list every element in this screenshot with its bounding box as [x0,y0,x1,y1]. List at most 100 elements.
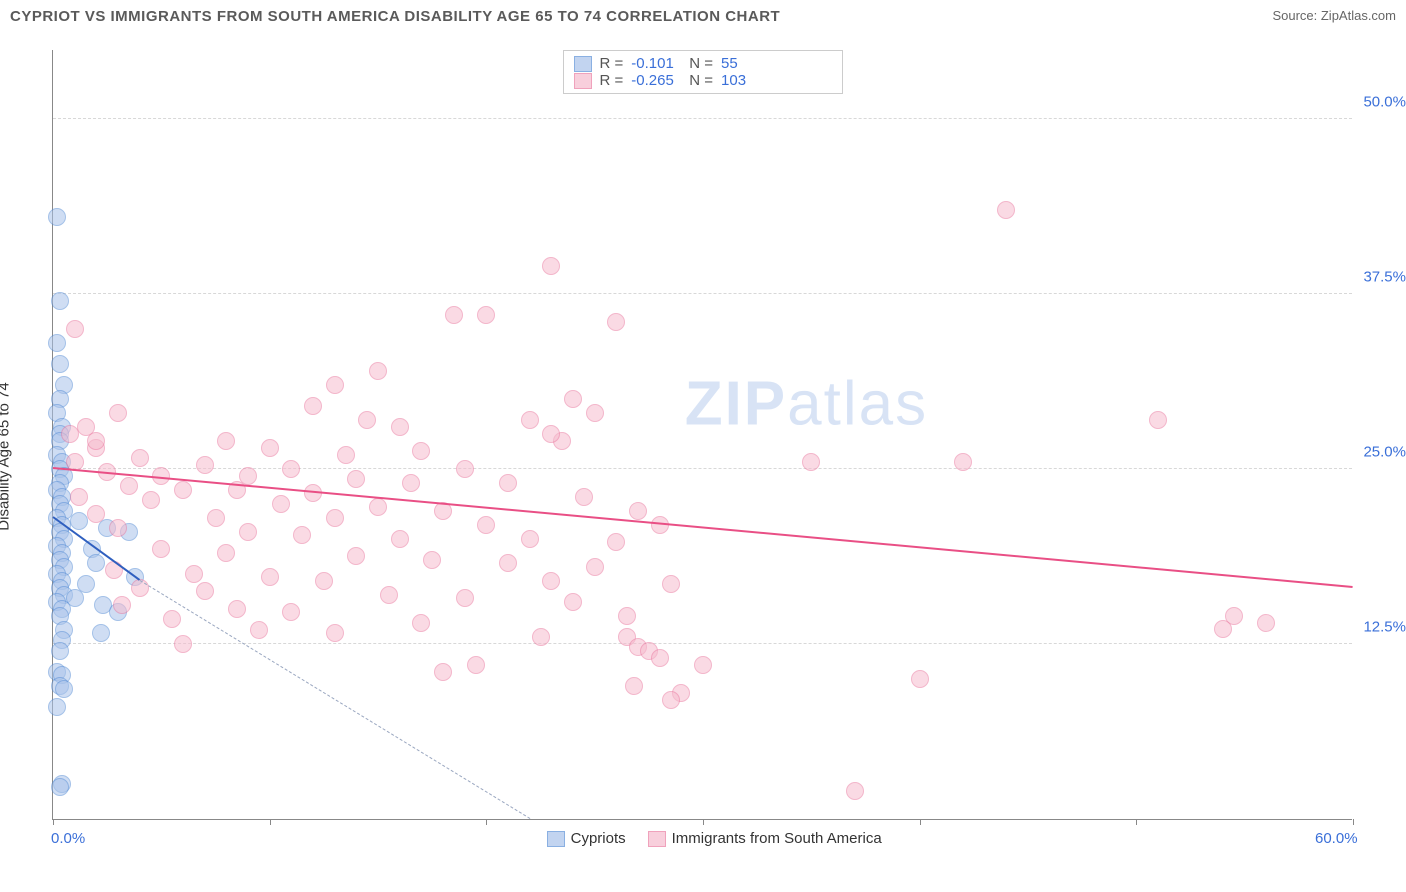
data-point [347,547,365,565]
watermark-bold: ZIP [685,369,787,438]
legend-swatch [574,73,592,89]
data-point [51,642,69,660]
data-point [629,502,647,520]
data-point [477,516,495,534]
stat-n-label: N = [689,55,713,72]
data-point [1149,411,1167,429]
x-tick [270,819,271,825]
data-point [228,600,246,618]
stat-r-value: -0.101 [631,55,681,72]
gridline [53,643,1352,644]
data-point [142,491,160,509]
source-link[interactable]: ZipAtlas.com [1321,8,1396,23]
y-tick-label: 25.0% [1363,444,1406,461]
data-point [51,425,69,443]
data-point [239,467,257,485]
chart-title: CYPRIOT VS IMMIGRANTS FROM SOUTH AMERICA… [10,8,780,25]
data-point [66,589,84,607]
data-point [651,649,669,667]
data-point [607,533,625,551]
data-point [618,607,636,625]
data-point [542,425,560,443]
data-point [53,544,71,562]
data-point [53,418,71,436]
data-point [94,596,112,614]
data-point [98,519,116,537]
stat-r-label: R = [600,72,624,89]
data-point [326,376,344,394]
data-point [499,554,517,572]
data-point [412,442,430,460]
data-point [70,488,88,506]
data-point [564,390,582,408]
data-point [51,551,69,569]
data-point [380,586,398,604]
data-point [51,495,69,513]
data-point [282,460,300,478]
data-point [51,579,69,597]
data-point [1214,620,1232,638]
data-point [92,624,110,642]
data-point [55,586,73,604]
y-tick-label: 50.0% [1363,94,1406,111]
data-point [499,474,517,492]
data-point [55,502,73,520]
data-point [391,418,409,436]
stats-legend: R =-0.101N =55R =-0.265N =103 [563,50,843,94]
data-point [1257,614,1275,632]
data-point [48,537,66,555]
data-point [261,439,279,457]
x-tick [486,819,487,825]
x-tick [1353,819,1354,825]
data-point [456,460,474,478]
x-tick-label: 0.0% [51,830,85,847]
data-point [456,589,474,607]
data-point [48,698,66,716]
chart-container: Disability Age 65 to 74 ZIPatlas R =-0.1… [10,38,1396,858]
data-point [217,544,235,562]
data-point [846,782,864,800]
data-point [120,523,138,541]
y-axis-label: Disability Age 65 to 74 [0,382,13,530]
legend-label: Immigrants from South America [672,830,882,847]
stat-n-label: N = [689,72,713,89]
legend-item: Immigrants from South America [648,830,882,847]
data-point [358,411,376,429]
data-point [174,481,192,499]
data-point [369,498,387,516]
data-point [53,666,71,684]
data-point [87,554,105,572]
data-point [304,397,322,415]
data-point [196,582,214,600]
data-point [51,355,69,373]
data-point [131,579,149,597]
data-point [53,600,71,618]
regression-extrapolation [139,580,530,819]
data-point [131,449,149,467]
data-point [315,572,333,590]
x-tick [703,819,704,825]
data-point [662,575,680,593]
stats-row: R =-0.101N =55 [574,55,832,72]
data-point [48,334,66,352]
data-point [48,404,66,422]
data-point [53,572,71,590]
stat-r-label: R = [600,55,624,72]
stats-row: R =-0.265N =103 [574,72,832,89]
legend-label: Cypriots [571,830,626,847]
data-point [423,551,441,569]
data-point [672,684,690,702]
data-point [326,624,344,642]
data-point [87,505,105,523]
data-point [109,603,127,621]
data-point [564,593,582,611]
series-legend: Cypriots Immigrants from South America [547,830,882,847]
legend-swatch [574,56,592,72]
data-point [369,362,387,380]
data-point [87,432,105,450]
data-point [326,509,344,527]
data-point [997,201,1015,219]
data-point [152,540,170,558]
regression-line [53,467,1353,588]
data-point [51,778,69,796]
